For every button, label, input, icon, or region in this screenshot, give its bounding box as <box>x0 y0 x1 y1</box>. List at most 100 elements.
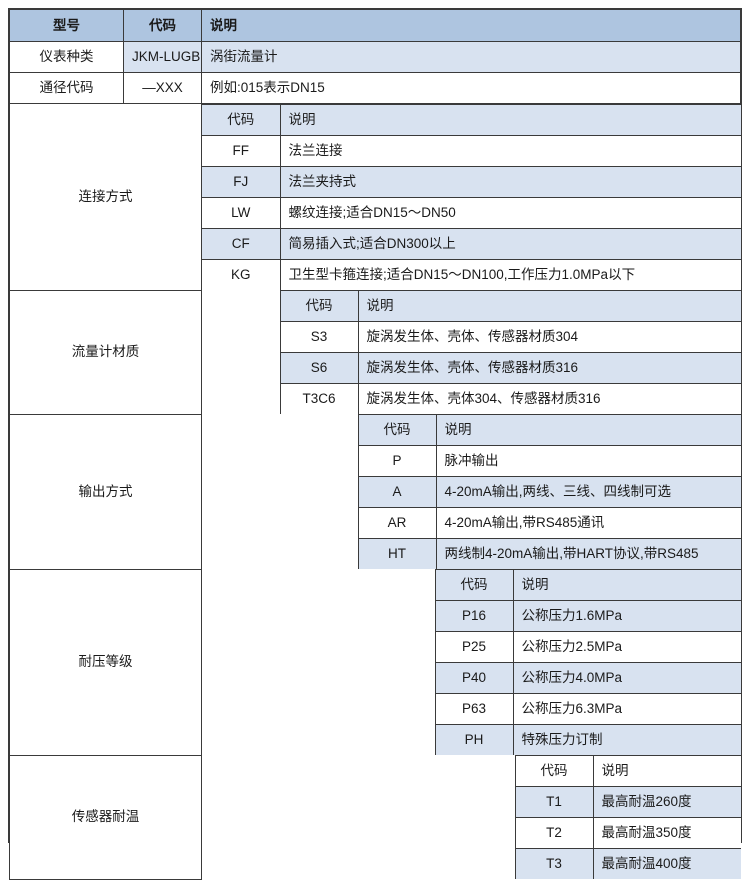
subtable-row: P25 公称压力2.5MPa <box>202 631 741 663</box>
sub-code: P16 <box>434 600 514 632</box>
sub-code: P25 <box>434 631 514 663</box>
sub-code: P63 <box>434 693 514 725</box>
pressure-spacer <box>202 569 436 755</box>
header-cell-code: 代码 <box>123 9 202 42</box>
table-row: 通径代码 —XXX 例如:015表示DN15 <box>9 72 741 104</box>
subheader-description: 说明 <box>512 569 741 601</box>
subheader-code: 代码 <box>357 414 437 446</box>
subtable-row: A 4-20mA输出,两线、三线、四线制可选 <box>202 476 741 508</box>
section-category-label: 输出方式 <box>9 413 202 570</box>
sub-code: PH <box>434 724 514 755</box>
subtable-output: 代码 说明 P 脉冲输出 A 4-20mA输出,两线、三线、四线制可选 <box>202 414 741 569</box>
sub-description: 脉冲输出 <box>435 445 741 477</box>
sub-code: CF <box>202 228 281 260</box>
subtable-row: P63 公称压力6.3MPa <box>202 693 741 725</box>
sub-description: 旋涡发生体、壳体304、传感器材质316 <box>357 383 741 414</box>
section-category-label: 耐压等级 <box>9 568 202 756</box>
sub-code: AR <box>357 507 437 539</box>
row-code: JKM-LUGB <box>123 41 202 73</box>
section-subtable-wrap: 代码 说明 FF 法兰连接 FJ 法兰夹持式 <box>202 104 741 290</box>
row-description: 例如:015表示DN15 <box>201 72 741 104</box>
subheader-code: 代码 <box>279 290 359 322</box>
row-model: 通径代码 <box>9 72 124 104</box>
section-category-label: 流量计材质 <box>9 289 202 415</box>
sub-description: 公称压力1.6MPa <box>512 600 741 632</box>
subtable-temperature: 代码 说明 T1 最高耐温260度 T2 最高耐温350度 <box>202 755 741 879</box>
sub-code: T2 <box>514 817 594 849</box>
subtable-row: PH 特殊压力订制 <box>202 724 741 755</box>
subheader-row: 代码 说明 <box>202 569 741 755</box>
section-row-temperature: 传感器耐温 代码 说明 T1 最高耐温260度 <box>9 754 741 880</box>
sub-description: 法兰夹持式 <box>279 166 741 198</box>
subheader-description: 说明 <box>279 104 741 136</box>
subtable-connection: 代码 说明 FF 法兰连接 FJ 法兰夹持式 <box>202 104 741 290</box>
subtable-row: S3 旋涡发生体、壳体、传感器材质304 <box>202 321 741 353</box>
sub-description: 最高耐温400度 <box>592 848 741 879</box>
sub-description: 4-20mA输出,带RS485通讯 <box>435 507 741 539</box>
subtable-row: T1 最高耐温260度 <box>202 786 741 818</box>
sub-code: S3 <box>279 321 359 353</box>
sub-description: 公称压力4.0MPa <box>512 662 741 694</box>
subtable-row: T3C6 旋涡发生体、壳体304、传感器材质316 <box>202 383 741 414</box>
sub-description: 简易插入式;适合DN300以上 <box>279 228 741 260</box>
sub-description: 4-20mA输出,两线、三线、四线制可选 <box>435 476 741 508</box>
sub-description: 公称压力6.3MPa <box>512 693 741 725</box>
sub-code: T1 <box>514 786 594 818</box>
row-code: —XXX <box>123 72 202 104</box>
sub-code: HT <box>357 538 437 569</box>
sub-description: 最高耐温350度 <box>592 817 741 849</box>
sub-description: 两线制4-20mA输出,带HART协议,带RS485 <box>435 538 741 569</box>
table-row: 仪表种类 JKM-LUGB 涡街流量计 <box>9 41 741 73</box>
row-description: 涡街流量计 <box>201 41 741 73</box>
sub-description: 法兰连接 <box>279 135 741 167</box>
table-header-row: 型号 代码 说明 <box>9 9 741 42</box>
section-row-pressure: 耐压等级 代码 说明 P16 公称压力1.6MPa <box>9 568 741 756</box>
subtable-row: LW 螺纹连接;适合DN15～DN50 <box>202 197 741 229</box>
subheader-code: 代码 <box>514 755 594 787</box>
output-spacer <box>202 414 359 569</box>
sub-code: A <box>357 476 437 508</box>
material-spacer <box>202 290 281 414</box>
subtable-row: HT 两线制4-20mA输出,带HART协议,带RS485 <box>202 538 741 569</box>
sub-code: FJ <box>202 166 281 198</box>
sub-code: T3 <box>514 848 594 879</box>
section-subtable-wrap: 代码 说明 S3 旋涡发生体、壳体、传感器材质304 S6 旋涡发生体、壳体、传… <box>202 290 741 414</box>
subtable-row: FF 法兰连接 <box>202 135 741 167</box>
sub-code: LW <box>202 197 281 229</box>
section-subtable-wrap: 代码 说明 T1 最高耐温260度 T2 最高耐温350度 <box>202 755 741 879</box>
subtable-pressure: 代码 说明 P16 公称压力1.6MPa P25 公称压力2.5MPa <box>202 569 741 755</box>
subheader-description: 说明 <box>357 290 741 322</box>
sub-code: P40 <box>434 662 514 694</box>
section-row-connection: 连接方式 代码 说明 FF 法兰连接 <box>9 103 741 291</box>
section-category-label: 连接方式 <box>9 103 202 291</box>
subtable-row: P40 公称压力4.0MPa <box>202 662 741 694</box>
header-cell-model: 型号 <box>9 9 124 42</box>
sub-description: 最高耐温260度 <box>592 786 741 818</box>
outer-table-body: 型号 代码 说明 仪表种类 JKM-LUGB 涡街流量计 通径代码 —XXX 例… <box>9 9 741 880</box>
sub-description: 螺纹连接;适合DN15～DN50 <box>279 197 741 229</box>
subheader-row: 代码 说明 <box>202 414 741 569</box>
subheader-description: 说明 <box>435 414 741 446</box>
subtable-row: CF 简易插入式;适合DN300以上 <box>202 228 741 260</box>
sub-code: S6 <box>279 352 359 384</box>
row-model: 仪表种类 <box>9 41 124 73</box>
subheader-code: 代码 <box>202 104 281 136</box>
subtable-row: KG 卫生型卡箍连接;适合DN15～DN100,工作压力1.0MPa以下 <box>202 259 741 290</box>
section-row-material: 流量计材质 代码 说明 S3 旋涡发生体、壳体、传感器材 <box>9 289 741 415</box>
subtable-row: AR 4-20mA输出,带RS485通讯 <box>202 507 741 539</box>
subtable-material: 代码 说明 S3 旋涡发生体、壳体、传感器材质304 S6 旋涡发生体、壳体、传… <box>202 290 741 414</box>
sub-description: 公称压力2.5MPa <box>512 631 741 663</box>
sub-description: 旋涡发生体、壳体、传感器材质316 <box>357 352 741 384</box>
sub-code: FF <box>202 135 281 167</box>
section-row-output: 输出方式 代码 说明 P 脉冲输出 <box>9 413 741 570</box>
sub-code: KG <box>202 259 281 290</box>
sub-code: P <box>357 445 437 477</box>
header-cell-description: 说明 <box>201 9 741 42</box>
subtable-row: FJ 法兰夹持式 <box>202 166 741 198</box>
subheader-row: 代码 说明 <box>202 104 741 136</box>
section-subtable-wrap: 代码 说明 P 脉冲输出 A 4-20mA输出,两线、三线、四线制可选 <box>202 414 741 569</box>
temperature-spacer <box>202 755 516 879</box>
subtable-row: T2 最高耐温350度 <box>202 817 741 849</box>
subheader-description: 说明 <box>592 755 741 787</box>
model-selection-table: 型号 代码 说明 仪表种类 JKM-LUGB 涡街流量计 通径代码 —XXX 例… <box>8 8 742 880</box>
